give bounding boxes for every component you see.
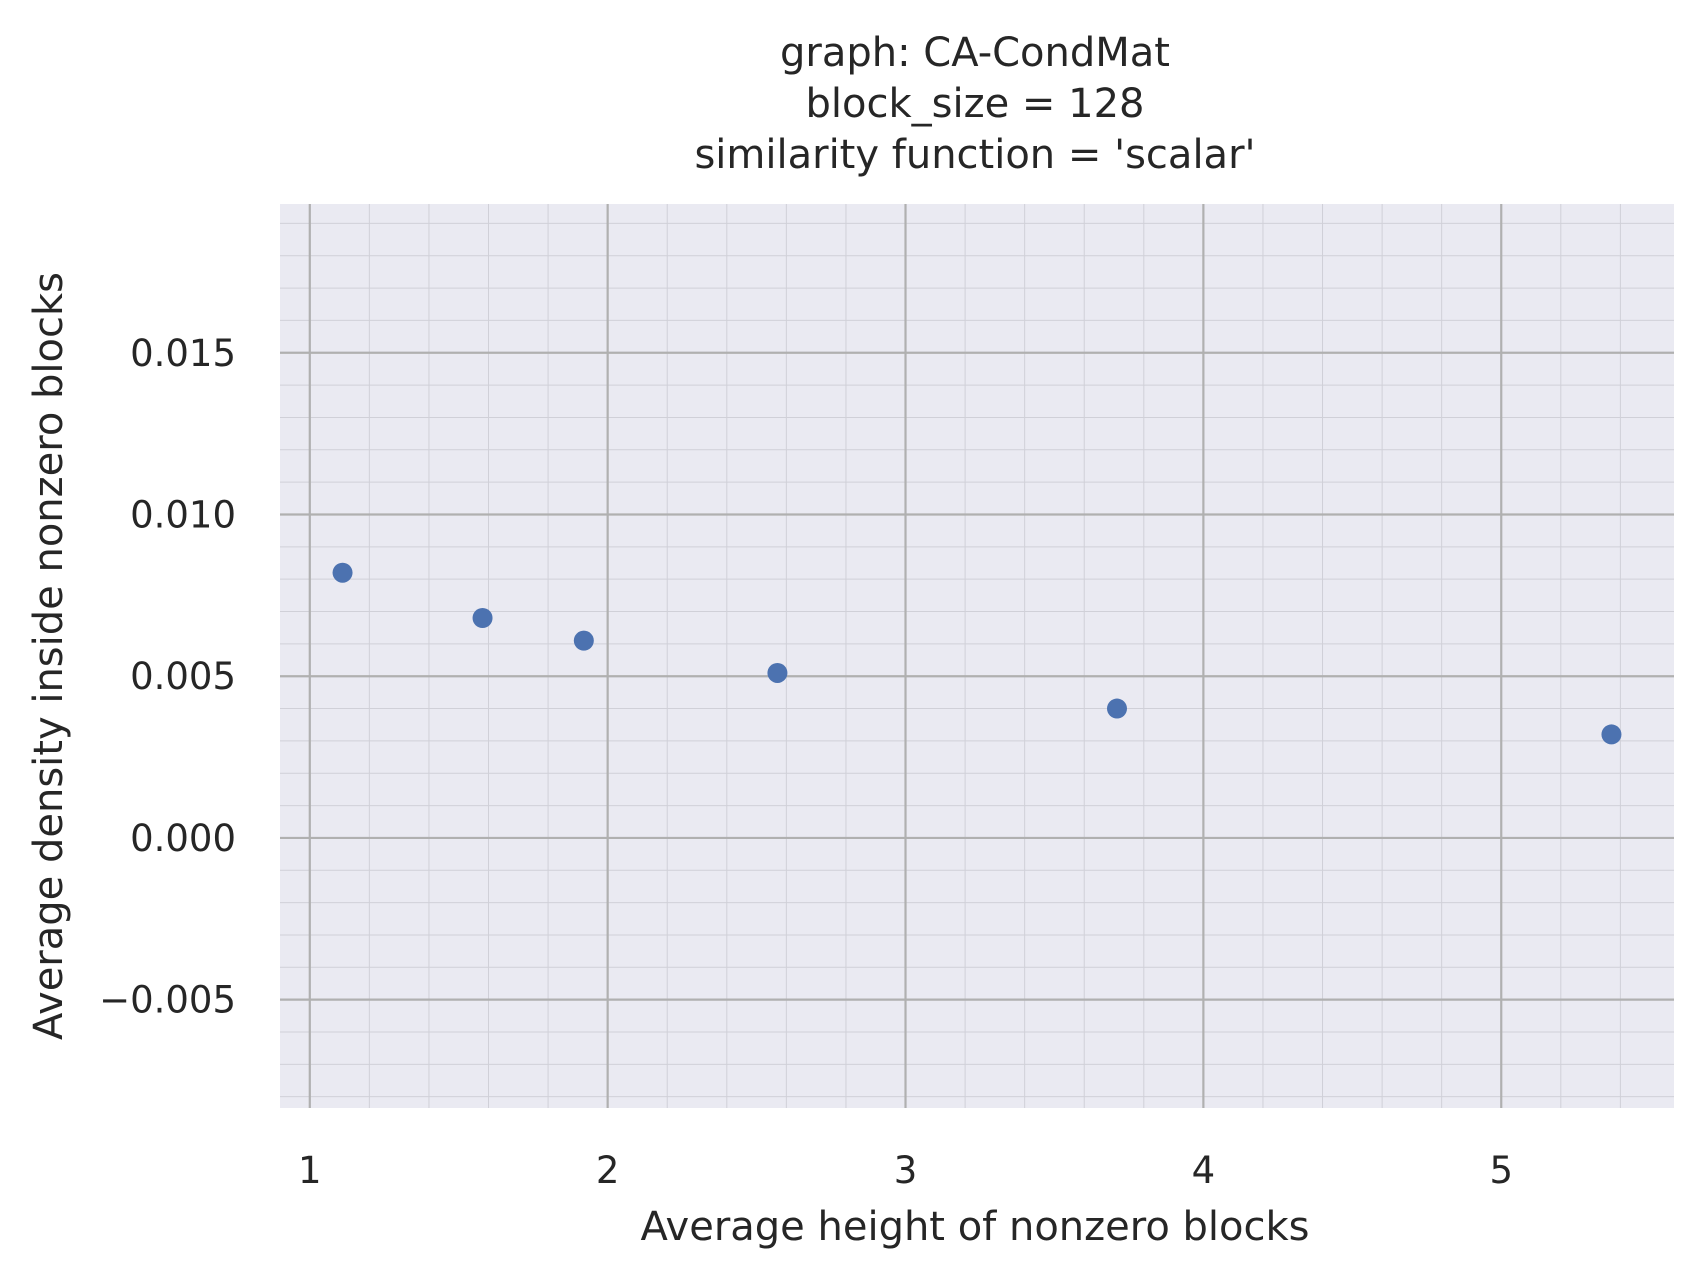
x-tick-label: 3	[894, 1149, 918, 1192]
data-point	[1106, 698, 1127, 719]
x-tick-label: 1	[298, 1149, 322, 1192]
y-tick-label: 0.000	[130, 817, 236, 860]
x-tick-label: 5	[1489, 1149, 1513, 1192]
y-tick-label: −0.005	[99, 979, 236, 1022]
x-tick-label: 2	[596, 1149, 620, 1192]
major-grid	[280, 204, 1674, 1108]
x-tick-labels: 1 2 3 4 5	[298, 1149, 1513, 1192]
data-point	[472, 607, 493, 628]
y-tick-label: 0.015	[130, 332, 236, 375]
title-line: graph: CA-CondMat	[780, 30, 1170, 76]
title-line: similarity function = 'scalar'	[694, 132, 1255, 178]
chart-title: graph: CA-CondMat block_size = 128 simil…	[694, 30, 1255, 178]
data-point	[332, 562, 353, 583]
data-point	[573, 630, 594, 651]
title-line: block_size = 128	[806, 81, 1145, 127]
data-points	[332, 562, 1622, 745]
y-tick-label: 0.010	[130, 493, 236, 536]
plot-area	[280, 204, 1674, 1108]
y-tick-labels: −0.005 0.000 0.005 0.010 0.015	[99, 332, 236, 1022]
data-point	[1601, 724, 1622, 745]
y-axis-label: Average density inside nonzero blocks	[26, 272, 72, 1040]
y-tick-label: 0.005	[130, 655, 236, 698]
x-axis-label: Average height of nonzero blocks	[641, 1204, 1310, 1250]
data-point	[767, 662, 788, 683]
x-tick-label: 4	[1192, 1149, 1216, 1192]
